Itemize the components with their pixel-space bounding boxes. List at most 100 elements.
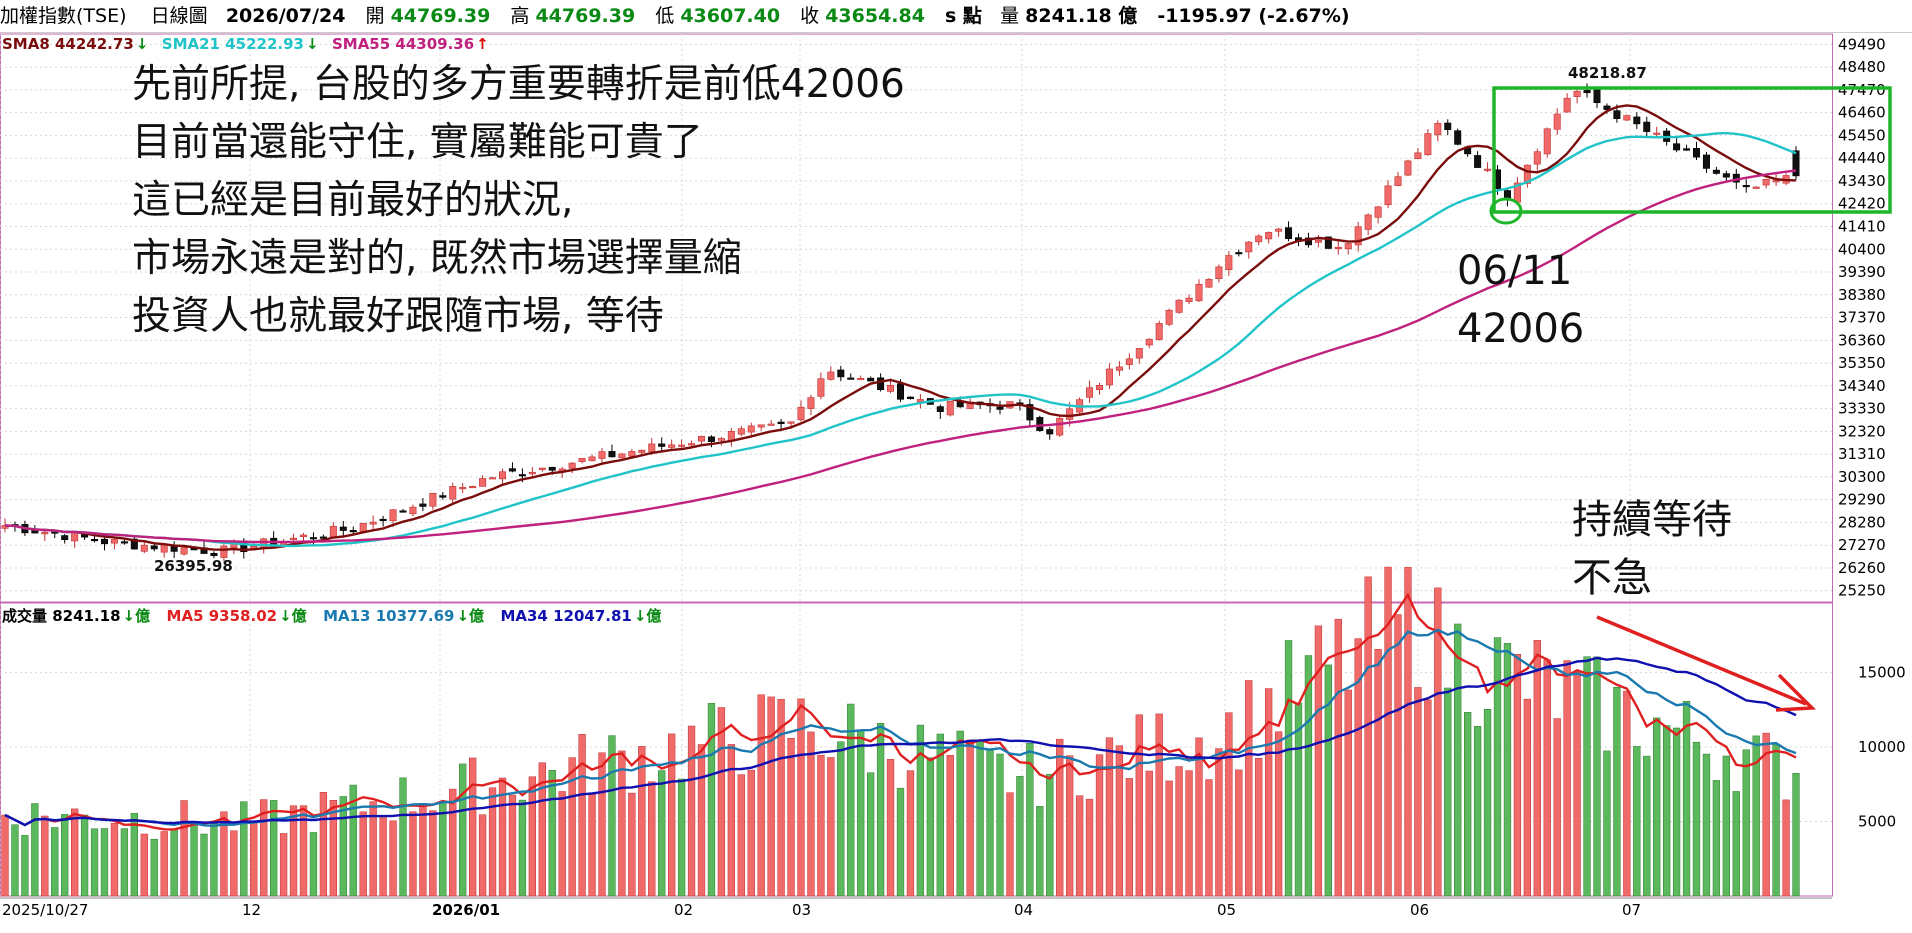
candle-body [797,406,805,421]
volume-bar [886,759,895,897]
volume-bar [807,731,815,897]
volume-bar [1682,700,1691,897]
candle-body [101,538,109,545]
volume-bar [906,770,915,897]
volume-bar [240,801,248,897]
period-label[interactable]: 日線圖 [150,5,208,27]
volume-bar [279,833,288,897]
time-axis-label: 02 [674,901,693,919]
candle-body [61,535,69,541]
candle-body [429,492,437,507]
candle-body [1255,235,1263,243]
volume-bar [1563,660,1571,897]
volume-bar [1483,708,1492,897]
volume-bar [1314,625,1323,897]
volume-bar [1344,689,1352,897]
candle-body [1105,368,1113,386]
candle-body [528,472,536,475]
candle-body [777,421,785,424]
volume-bar [369,801,377,897]
volume-bar [110,823,119,897]
time-axis-label: 04 [1014,901,1033,919]
candle-body [568,462,576,469]
time-axis-label: 06 [1410,901,1429,919]
volume-bar [31,803,39,897]
candle-body [1722,173,1730,178]
volume-bar [1712,780,1721,897]
candle-body [996,406,1004,410]
volume-bar [1633,746,1641,897]
candle-body [479,478,487,487]
price-axis-label: 32320 [1838,422,1886,440]
volume-bar [588,793,596,897]
volume-bar [1553,718,1561,897]
volume-bar [926,757,935,897]
candle-body [668,444,676,448]
candle-body [1115,366,1123,371]
candle-body [737,428,745,435]
candle-body [1195,283,1203,302]
volume-bar [1653,717,1661,897]
candle-body [946,400,954,416]
candle-body [469,486,477,489]
candle-body [140,544,148,552]
volume-bar [1304,655,1313,897]
candle-body [1175,299,1183,313]
candle-body [220,545,228,558]
volume-bar [697,744,706,897]
volume-bar [1175,766,1183,897]
candle-body [1394,176,1402,186]
price-legend-item: SMA55 44309.36 [332,35,474,53]
candle-body [847,377,855,380]
volume-bar [270,800,278,897]
candle-body [1324,236,1332,249]
candle-body [707,436,715,442]
volume-bar [936,733,944,897]
candle-body [91,539,99,542]
candle-body [837,369,845,378]
candle-body [906,396,914,399]
legend-arrow-icon: ↓億 [456,607,484,625]
candle-body [1653,132,1661,135]
volume-bar [419,803,427,897]
volume-bar [309,832,318,897]
volume-bar [747,769,755,897]
volume-bar [1583,656,1591,897]
trend-arrow-line [1596,615,1807,706]
volume-bar [1752,735,1760,897]
price-axis-label: 43430 [1838,172,1886,190]
candle-body [489,477,497,480]
volume-bar [1,814,9,897]
volume-bar [618,750,626,897]
candle-body [130,538,138,550]
candle-body [548,466,556,471]
candle-body [150,545,158,550]
volume-bar [1692,741,1701,897]
candle-body [498,471,506,480]
price-axis-label: 45450 [1838,126,1886,144]
candle-body [767,423,775,426]
price-axis-label: 33330 [1838,400,1886,418]
candle-body [1702,154,1710,169]
volume-bar [767,696,775,897]
volume-bar [578,734,586,897]
legend-arrow-icon: ↓億 [123,607,151,625]
volume-bar [130,813,138,897]
candle-body [1285,227,1293,240]
volume-bar [349,784,357,897]
candle-body [1643,121,1651,132]
candle-body [319,536,327,539]
volume-bar [1663,725,1671,897]
price-ma-line-sma55 [4,169,1797,544]
volume-bar [976,739,984,897]
legend-arrow-icon: ↓ [306,35,319,53]
volume-legend-item: MA34 12047.81 [500,607,631,625]
volume-bar [488,787,497,897]
candle-body [1384,185,1392,206]
volume-ma-line-ma13 [4,628,1797,828]
volume-bar [170,828,178,897]
annotation-line: 目前當還能守住, 實屬難能可貴了 [132,120,703,165]
volume-bar [548,770,556,897]
volume-bar [319,792,328,897]
